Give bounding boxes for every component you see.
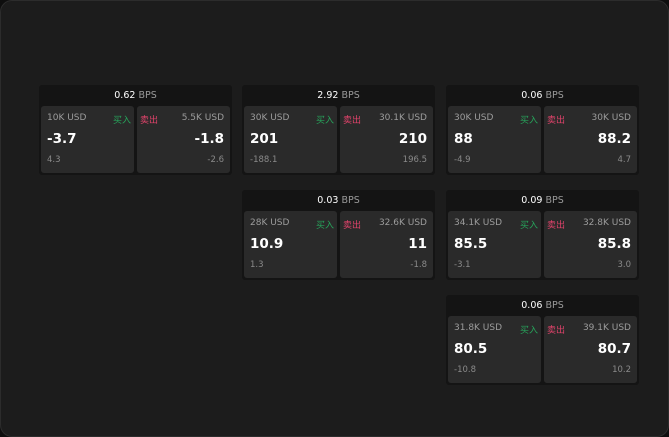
spread-value: 0.03 [317, 195, 339, 206]
price-widget: 2.92 BPS 30K USD 买入 201 -188.1 卖出 30.1K … [242, 85, 435, 175]
buy-price: 88 [454, 131, 473, 147]
sell-change: 3.0 [617, 260, 631, 270]
spread-value: 0.06 [521, 300, 543, 311]
sell-label: 卖出 [140, 116, 159, 126]
spread-unit: BPS [341, 90, 360, 101]
spread-header: 2.92 BPS [242, 85, 435, 106]
sell-size: 39.1K USD [582, 323, 631, 333]
price-widget: 0.09 BPS 34.1K USD 买入 85.5 -3.1 卖出 32.8K… [446, 190, 639, 280]
buy-size: 28K USD [250, 218, 290, 228]
price-widget: 0.06 BPS 30K USD 买入 88 -4.9 卖出 30K USD 8… [446, 85, 639, 175]
sell-label: 卖出 [343, 221, 362, 231]
sell-price: -1.8 [194, 131, 224, 147]
sell-size: 32.8K USD [582, 218, 631, 228]
buy-price: 10.9 [250, 236, 284, 252]
buy-card[interactable]: 34.1K USD 买入 85.5 -3.1 [448, 211, 541, 278]
buy-card[interactable]: 31.8K USD 买入 80.5 -10.8 [448, 316, 541, 383]
sell-price: 88.2 [597, 131, 631, 147]
price-widget: 0.06 BPS 31.8K USD 买入 80.5 -10.8 卖出 39.1… [446, 295, 639, 385]
buy-label: 买入 [519, 326, 538, 336]
price-widget: 0.03 BPS 28K USD 买入 10.9 1.3 卖出 32.6K US… [242, 190, 435, 280]
buy-change: 4.3 [47, 155, 61, 165]
buy-change: -188.1 [250, 155, 278, 165]
buy-change: 1.3 [250, 260, 264, 270]
buy-label: 买入 [519, 116, 538, 126]
sell-size: 32.6K USD [378, 218, 427, 228]
sell-price: 210 [398, 131, 427, 147]
buy-card[interactable]: 10K USD 买入 -3.7 4.3 [41, 106, 134, 173]
sell-size: 30K USD [591, 113, 631, 123]
sell-card[interactable]: 卖出 32.8K USD 85.8 3.0 [544, 211, 637, 278]
spread-header: 0.06 BPS [446, 295, 639, 316]
sell-label: 卖出 [547, 116, 566, 126]
spread-value: 2.92 [317, 90, 339, 101]
buy-price: 80.5 [454, 341, 488, 357]
buy-card[interactable]: 30K USD 买入 88 -4.9 [448, 106, 541, 173]
price-widget: 0.62 BPS 10K USD 买入 -3.7 4.3 卖出 5.5K USD… [39, 85, 232, 175]
spread-header: 0.62 BPS [39, 85, 232, 106]
buy-price: -3.7 [47, 131, 77, 147]
sell-card[interactable]: 卖出 30.1K USD 210 196.5 [340, 106, 433, 173]
buy-card[interactable]: 28K USD 买入 10.9 1.3 [244, 211, 337, 278]
spread-unit: BPS [341, 195, 360, 206]
spread-value: 0.06 [521, 90, 543, 101]
spread-unit: BPS [545, 195, 564, 206]
sell-change: -1.8 [410, 260, 427, 270]
sell-price: 11 [408, 236, 427, 252]
buy-label: 买入 [519, 221, 538, 231]
sell-label: 卖出 [343, 116, 362, 126]
buy-label: 买入 [315, 116, 334, 126]
sell-size: 30.1K USD [378, 113, 427, 123]
buy-size: 10K USD [47, 113, 87, 123]
buy-size: 30K USD [250, 113, 290, 123]
spread-header: 0.06 BPS [446, 85, 639, 106]
buy-size: 31.8K USD [454, 323, 503, 333]
spread-header: 0.09 BPS [446, 190, 639, 211]
spread-value: 0.09 [521, 195, 543, 206]
sell-card[interactable]: 卖出 32.6K USD 11 -1.8 [340, 211, 433, 278]
sell-change: -2.6 [207, 155, 224, 165]
buy-label: 买入 [315, 221, 334, 231]
spread-unit: BPS [138, 90, 157, 101]
spread-value: 0.62 [114, 90, 136, 101]
buy-price: 85.5 [454, 236, 488, 252]
buy-size: 34.1K USD [454, 218, 503, 228]
sell-label: 卖出 [547, 326, 566, 336]
sell-price: 85.8 [597, 236, 631, 252]
spread-unit: BPS [545, 90, 564, 101]
sell-change: 10.2 [612, 365, 631, 375]
spread-unit: BPS [545, 300, 564, 311]
sell-card[interactable]: 卖出 39.1K USD 80.7 10.2 [544, 316, 637, 383]
sell-label: 卖出 [547, 221, 566, 231]
buy-price: 201 [250, 131, 279, 147]
spread-header: 0.03 BPS [242, 190, 435, 211]
sell-card[interactable]: 卖出 5.5K USD -1.8 -2.6 [137, 106, 230, 173]
buy-label: 买入 [112, 116, 131, 126]
buy-card[interactable]: 30K USD 买入 201 -188.1 [244, 106, 337, 173]
buy-change: -4.9 [454, 155, 471, 165]
sell-card[interactable]: 卖出 30K USD 88.2 4.7 [544, 106, 637, 173]
buy-size: 30K USD [454, 113, 494, 123]
buy-change: -10.8 [454, 365, 476, 375]
sell-size: 5.5K USD [181, 113, 224, 123]
buy-change: -3.1 [454, 260, 471, 270]
sell-price: 80.7 [597, 341, 631, 357]
sell-change: 196.5 [402, 155, 427, 165]
sell-change: 4.7 [617, 155, 631, 165]
